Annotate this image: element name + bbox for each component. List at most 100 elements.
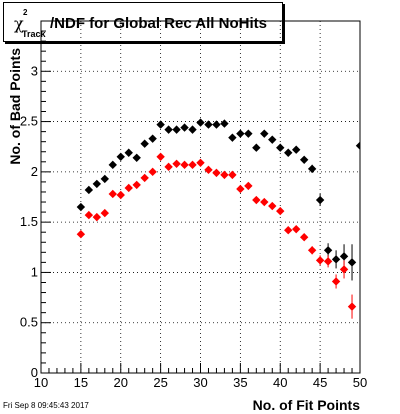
data-point bbox=[116, 190, 125, 200]
data-point bbox=[124, 183, 133, 193]
x-tick-label: 50 bbox=[353, 375, 367, 390]
data-point bbox=[100, 174, 109, 184]
data-point bbox=[347, 258, 357, 267]
data-point bbox=[100, 208, 109, 218]
data-point bbox=[140, 173, 149, 183]
data-point bbox=[244, 181, 253, 191]
data-point bbox=[323, 246, 333, 255]
data-point bbox=[148, 167, 157, 177]
data-point bbox=[188, 160, 197, 170]
data-point bbox=[244, 129, 253, 138]
y-tick-label: 0 bbox=[31, 365, 38, 380]
data-point bbox=[323, 257, 333, 266]
data-point bbox=[236, 184, 245, 194]
data-point bbox=[76, 202, 86, 212]
data-layer bbox=[76, 35, 360, 319]
data-point bbox=[284, 225, 293, 235]
data-point bbox=[172, 159, 181, 169]
data-point bbox=[180, 160, 189, 170]
data-point bbox=[196, 118, 205, 127]
data-point bbox=[220, 119, 229, 128]
data-point bbox=[108, 189, 117, 199]
data-point bbox=[260, 129, 269, 138]
x-tick-label: 40 bbox=[273, 375, 287, 390]
data-point bbox=[156, 152, 165, 161]
chart-title-symbol: χ bbox=[14, 14, 24, 33]
data-point bbox=[84, 210, 94, 220]
x-axis-label: No. of Fit Points bbox=[253, 397, 361, 413]
data-point bbox=[164, 162, 173, 172]
data-point bbox=[299, 155, 309, 164]
data-point bbox=[268, 201, 277, 211]
axis-layer: 10 15 20 25 30 35 40 45 50 0 0.5 1 1.5 2 2.5 3 bbox=[20, 30, 367, 390]
timestamp-footer: Fri Sep 8 09:45:43 2017 bbox=[3, 401, 89, 410]
data-point bbox=[299, 233, 309, 242]
y-tick-label: 1 bbox=[31, 264, 38, 279]
data-point bbox=[307, 164, 317, 174]
data-point bbox=[315, 256, 325, 265]
y-tick-label: 0.5 bbox=[20, 315, 38, 330]
data-point bbox=[284, 148, 293, 157]
series-0 bbox=[76, 35, 360, 281]
data-point bbox=[292, 224, 301, 234]
data-point bbox=[132, 180, 141, 190]
chart-title-box: χ 2 Track /NDF for Global Rec All NoHits bbox=[3, 2, 283, 42]
data-point bbox=[276, 143, 285, 152]
data-point bbox=[260, 197, 269, 207]
x-tick-label: 20 bbox=[114, 375, 128, 390]
data-point bbox=[148, 134, 157, 143]
data-point bbox=[347, 302, 357, 311]
x-tick-label: 35 bbox=[233, 375, 247, 390]
data-point bbox=[212, 168, 221, 178]
data-point bbox=[204, 165, 213, 175]
data-point bbox=[164, 125, 173, 134]
data-point bbox=[276, 206, 285, 216]
x-tick-label: 30 bbox=[193, 375, 207, 390]
data-point bbox=[172, 125, 181, 134]
series-1 bbox=[76, 152, 357, 319]
data-point bbox=[204, 120, 213, 129]
grid-layer bbox=[41, 21, 360, 373]
data-point bbox=[156, 120, 165, 129]
data-point bbox=[92, 179, 102, 189]
data-point bbox=[132, 153, 141, 162]
data-point bbox=[307, 246, 317, 255]
data-point bbox=[92, 212, 102, 222]
data-point bbox=[84, 185, 94, 195]
x-tick-label: 10 bbox=[34, 375, 48, 390]
data-point bbox=[220, 170, 229, 180]
data-point bbox=[228, 133, 237, 142]
chart-title-superscript: 2 bbox=[23, 8, 28, 17]
chart-title: /NDF for Global Rec All NoHits bbox=[50, 15, 267, 32]
data-point bbox=[108, 160, 117, 170]
data-point bbox=[196, 158, 205, 168]
y-tick-label: 2 bbox=[31, 164, 38, 179]
data-point bbox=[228, 170, 237, 180]
data-point bbox=[315, 195, 325, 205]
data-point bbox=[268, 135, 277, 144]
chart-title-subscript: Track bbox=[22, 29, 46, 39]
x-tick-label: 25 bbox=[153, 375, 167, 390]
data-point bbox=[355, 141, 360, 150]
data-point bbox=[116, 152, 125, 161]
y-tick-label: 1.5 bbox=[20, 214, 38, 229]
data-point bbox=[331, 255, 341, 264]
y-tick-label: 2.5 bbox=[20, 114, 38, 129]
data-point bbox=[180, 123, 189, 132]
data-point bbox=[339, 265, 349, 274]
data-point bbox=[212, 120, 221, 129]
y-tick-label: 3 bbox=[31, 63, 38, 78]
data-point bbox=[236, 129, 245, 138]
data-point bbox=[76, 230, 86, 239]
data-point bbox=[252, 143, 261, 152]
y-axis-label: No. of Bad Points bbox=[7, 48, 23, 165]
x-tick-label: 15 bbox=[74, 375, 88, 390]
data-point bbox=[331, 277, 341, 286]
data-point bbox=[292, 145, 301, 154]
data-point bbox=[252, 195, 261, 205]
x-tick-label: 45 bbox=[313, 375, 327, 390]
data-point bbox=[140, 139, 149, 148]
data-point bbox=[339, 252, 349, 261]
data-point bbox=[124, 148, 133, 157]
